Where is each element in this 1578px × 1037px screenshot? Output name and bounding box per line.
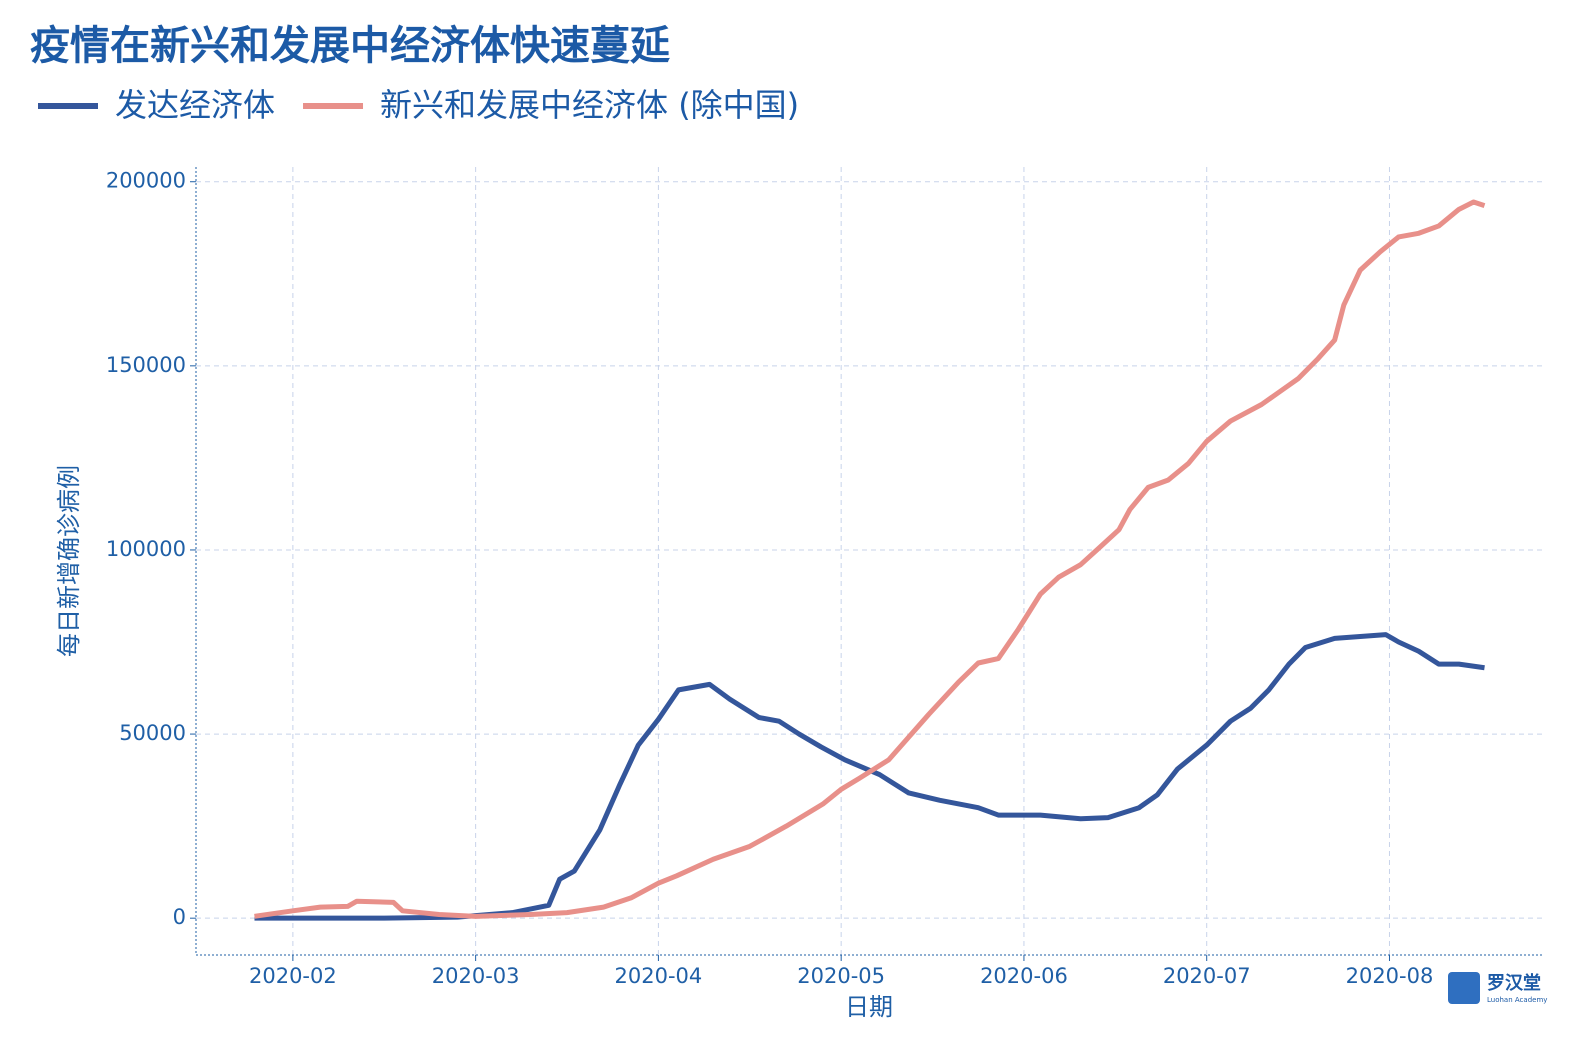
y-tick-label: 100000 [106,537,186,561]
x-tick-label: 2020-04 [615,964,703,988]
logo-name: 罗汉堂 [1487,972,1541,994]
x-tick-label: 2020-02 [249,964,337,988]
y-axis-label: 每日新增确诊病例 [55,465,83,657]
series-line [254,632,1485,921]
y-tick-label: 50000 [119,721,186,745]
x-axis-label: 日期 [845,993,893,1021]
y-tick-label: 200000 [106,169,186,193]
logo-subtitle: Luohan Academy [1487,996,1547,1004]
legend-label: 新兴和发展中经济体 (除中国) [380,86,799,124]
series-line [254,199,1486,919]
x-tick-label: 2020-07 [1163,964,1251,988]
x-tick-label: 2020-08 [1346,964,1434,988]
legend-label: 发达经济体 [115,86,275,124]
logo-icon [1448,972,1480,1004]
y-tick-label: 150000 [106,353,186,377]
y-tick-label: 0 [173,905,186,929]
chart-title: 疫情在新兴和发展中经济体快速蔓延 [30,23,670,69]
x-tick-label: 2020-03 [432,964,520,988]
x-tick-label: 2020-05 [797,964,885,988]
x-tick-label: 2020-06 [980,964,1068,988]
